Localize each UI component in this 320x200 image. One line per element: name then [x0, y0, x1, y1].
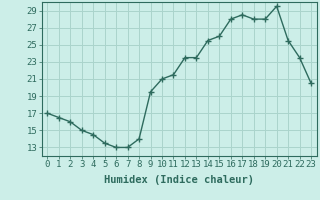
X-axis label: Humidex (Indice chaleur): Humidex (Indice chaleur): [104, 175, 254, 185]
